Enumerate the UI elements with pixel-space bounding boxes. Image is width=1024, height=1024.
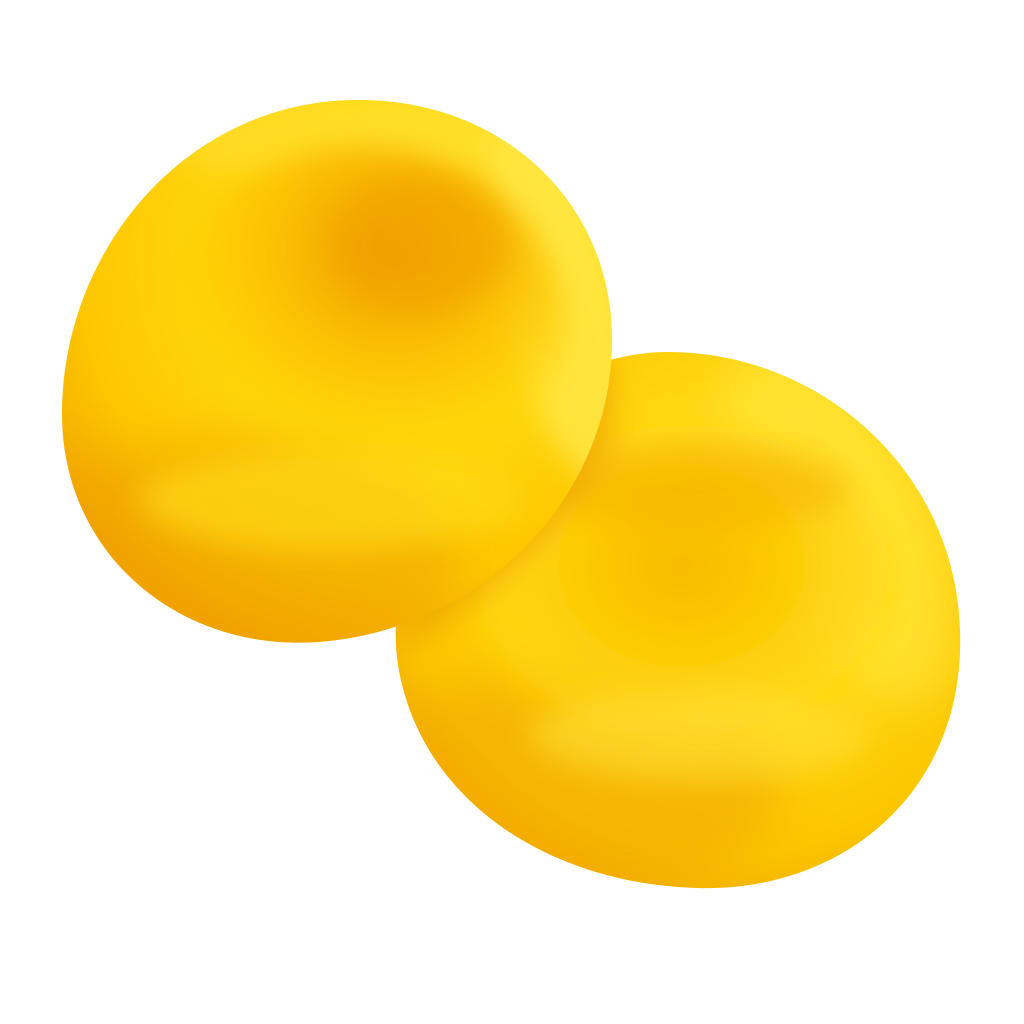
scene bbox=[61, 99, 961, 889]
discs-illustration bbox=[61, 99, 961, 889]
